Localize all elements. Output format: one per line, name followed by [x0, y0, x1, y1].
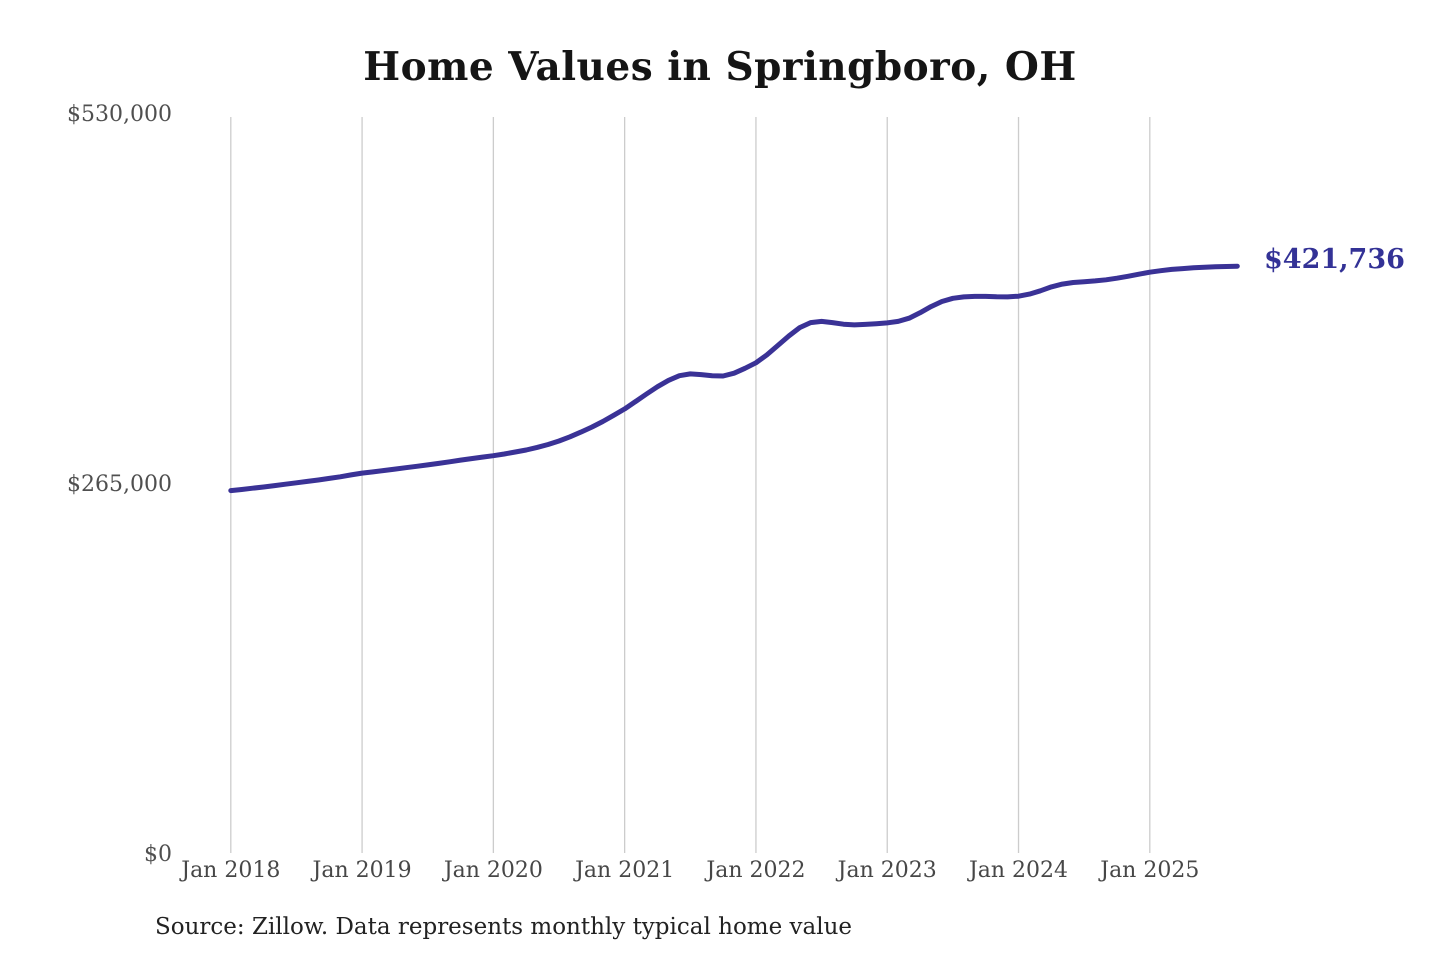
x-axis-tick-label: Jan 2018 [181, 858, 281, 883]
x-axis-tick-label: Jan 2022 [706, 858, 806, 883]
y-axis-tick-label: $265,000 [67, 472, 172, 497]
chart-title: Home Values in Springboro, OH [363, 44, 1077, 90]
series-line [228, 263, 1240, 494]
source-note: Source: Zillow. Data represents monthly … [155, 914, 853, 940]
x-axis-tick-label: Jan 2024 [968, 858, 1069, 883]
gridlines-group [230, 117, 1151, 853]
x-axis-tick-label: Jan 2019 [312, 858, 412, 883]
y-axis-tick-label: $0 [144, 842, 172, 867]
x-axis-tick-label: Jan 2025 [1100, 858, 1200, 883]
x-axis-tick-label: Jan 2021 [575, 858, 675, 883]
x-axis-tick-label: Jan 2020 [443, 858, 543, 883]
y-axis-tick-label: $530,000 [67, 102, 172, 127]
end-value-label: $421,736 [1264, 244, 1405, 275]
x-axis-tick-label: Jan 2023 [837, 858, 937, 883]
